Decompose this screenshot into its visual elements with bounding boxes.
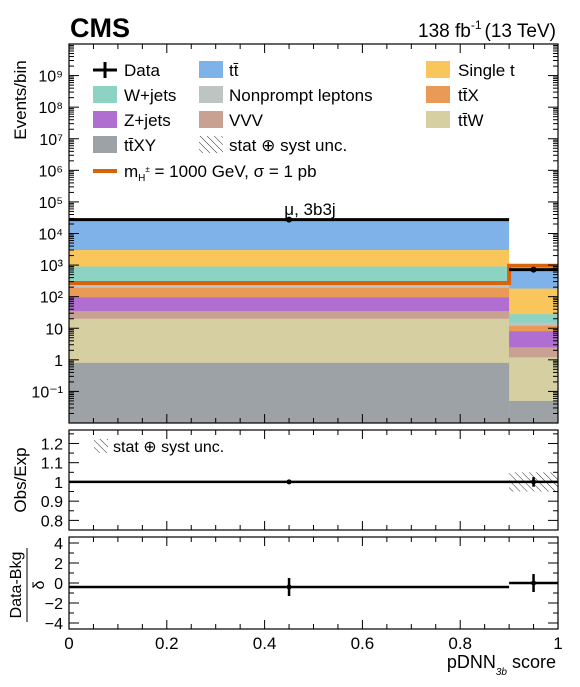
pull-ylabel-top: Data-Bkg (8, 552, 25, 619)
legend-unc-swatch (199, 136, 223, 153)
pull-ytick-label: 2 (54, 556, 63, 573)
legend-signal: mH± = 1000 GeV, σ = 1 pb (93, 162, 317, 184)
x-tick-label: 0 (64, 634, 73, 653)
main-ytick-label: 10 (45, 321, 63, 338)
legend-single-t: Single t (426, 61, 515, 80)
x-axis-label-suffix: score (507, 652, 556, 672)
legend-single-t-swatch (426, 61, 450, 78)
legend-ttW-swatch (426, 111, 450, 128)
stack-bar-ttXY-bin1 (69, 362, 510, 423)
legend-nonprompt: Nonprompt leptons (199, 86, 373, 105)
legend-ttX: tt̄X (426, 86, 479, 105)
x-axis-label-sub: 3b (496, 667, 508, 678)
pull-ytick-label: 4 (54, 536, 63, 553)
ratio-ytick-label: 0.9 (41, 494, 63, 511)
legend-single-t-label: Single t (458, 61, 515, 80)
legend-ttX-label: tt̄X (458, 86, 479, 105)
legend-unc: stat ⊕ syst unc. (199, 136, 347, 155)
legend-nonprompt-label: Nonprompt leptons (229, 86, 373, 105)
channel-label: μ, 3b3j (284, 200, 335, 219)
pull-ytick-label: 0 (54, 576, 63, 593)
x-tick-label: 0.6 (351, 634, 375, 653)
legend-nonprompt-swatch (199, 86, 223, 103)
lumi-label: 138 fb-1 (13 TeV) (418, 18, 556, 42)
legend-zjets: Z+jets (93, 111, 171, 130)
legend-signal-sub: H (138, 173, 145, 184)
signal-histogram (69, 263, 558, 286)
legend: Data tt̄ Single t W+jets Nonprompt lepto… (93, 61, 515, 184)
main-ytick-label: 10⁷ (39, 132, 63, 149)
legend-ttW: tt̄W (426, 111, 484, 130)
pull-ytick-label: −4 (45, 616, 63, 633)
main-ytick-label: 1 (54, 353, 63, 370)
ratio-ytick-label: 1 (54, 475, 63, 492)
main-ytick-label: 10³ (40, 258, 64, 275)
x-tick-label: 0.8 (448, 634, 472, 653)
pull-panel: −4 −2 0 2 4 0 0.2 0.4 0.6 0.8 1 (45, 536, 563, 653)
main-ytick-label: 10⁴ (38, 227, 63, 244)
legend-wjets: W+jets (93, 86, 176, 105)
main-ytick-label: 10⁶ (39, 163, 63, 180)
main-ytick-label: 10⁵ (39, 195, 63, 212)
ratio-point-bin1 (286, 479, 292, 485)
legend-ttbar: tt̄ (199, 61, 239, 80)
main-ytick-label: 10⁻¹ (31, 384, 63, 401)
pull-ytick-label: −2 (45, 596, 63, 613)
main-panel: 10⁻¹ 1 10 10² 10³ 10⁴ 10⁵ 10⁶ 10⁷ 10⁸ 10⁹ (31, 43, 559, 424)
energy-label: (13 TeV) (485, 21, 556, 42)
data-point-bin2 (530, 266, 537, 273)
data-point-bin1 (286, 216, 293, 223)
legend-zjets-swatch (93, 111, 117, 128)
ratio-ylabel: Obs/Exp (11, 447, 30, 512)
legend-zjets-label: Z+jets (124, 111, 171, 130)
lumi-value: 138 fb (418, 21, 471, 42)
legend-ttXY-swatch (93, 136, 117, 153)
legend-wjets-label: W+jets (124, 86, 176, 105)
legend-wjets-swatch (93, 86, 117, 103)
ratio-ytick-label: 1.1 (41, 456, 63, 473)
ratio-unc-legend: stat ⊕ syst unc. (94, 439, 224, 456)
x-axis-label: pDNN3b score (447, 652, 556, 678)
experiment-label: CMS (70, 13, 130, 43)
main-ytick-label: 10⁸ (38, 100, 63, 117)
legend-signal-label: mH± = 1000 GeV, σ = 1 pb (124, 162, 317, 184)
main-ylabel: Events/bin (11, 60, 30, 139)
main-ytick-label: 10⁹ (38, 69, 63, 86)
legend-ttX-swatch (426, 86, 450, 103)
legend-vvv: VVV (199, 111, 264, 130)
x-axis-label-main: pDNN (447, 652, 496, 672)
pull-ylabel-bottom: δ (31, 580, 48, 589)
main-ytick-label: 10² (40, 290, 64, 307)
ratio-panel: 0.8 0.9 1 1.1 1.2 (41, 429, 559, 531)
legend-vvv-label: VVV (229, 111, 264, 130)
legend-signal-sup: ± (145, 165, 150, 174)
legend-ttbar-label: tt̄ (229, 61, 239, 80)
pull-point-bin1 (286, 584, 292, 590)
pull-point-bin2 (531, 580, 537, 586)
x-tick-label: 0.4 (253, 634, 277, 653)
legend-vvv-swatch (199, 111, 223, 128)
pull-ylabel: Data-Bkg δ (8, 548, 48, 622)
legend-ttbar-swatch (199, 61, 223, 78)
legend-signal-post: = 1000 GeV, σ = 1 pb (150, 162, 317, 181)
ratio-unc-label: stat ⊕ syst unc. (113, 439, 224, 456)
lumi-exponent: -1 (471, 18, 482, 32)
x-tick-label: 1 (553, 634, 562, 653)
legend-signal-pre: m (124, 162, 138, 181)
legend-ttW-label: tt̄W (458, 111, 484, 130)
legend-ttXY-label: tt̄XY (124, 136, 156, 155)
ratio-unc-swatch (94, 439, 108, 453)
pull-frame (68, 536, 559, 630)
legend-ttXY: tt̄XY (93, 136, 156, 155)
stack-bar-ttXY-bin2 (509, 400, 558, 423)
ratio-ytick-label: 0.8 (41, 513, 63, 530)
legend-unc-label: stat ⊕ syst unc. (229, 136, 347, 155)
legend-data: Data (93, 61, 160, 80)
x-tick-label: 0.2 (155, 634, 179, 653)
legend-data-label: Data (124, 61, 160, 80)
ratio-ytick-label: 1.2 (41, 436, 63, 453)
